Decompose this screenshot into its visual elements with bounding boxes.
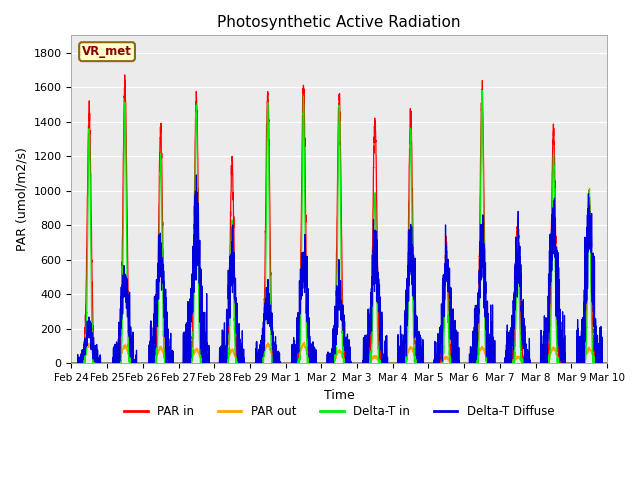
Title: Photosynthetic Active Radiation: Photosynthetic Active Radiation (218, 15, 461, 30)
Text: VR_met: VR_met (82, 45, 132, 58)
X-axis label: Time: Time (324, 389, 355, 402)
Y-axis label: PAR (umol/m2/s): PAR (umol/m2/s) (15, 147, 28, 252)
Legend: PAR in, PAR out, Delta-T in, Delta-T Diffuse: PAR in, PAR out, Delta-T in, Delta-T Dif… (120, 401, 559, 423)
